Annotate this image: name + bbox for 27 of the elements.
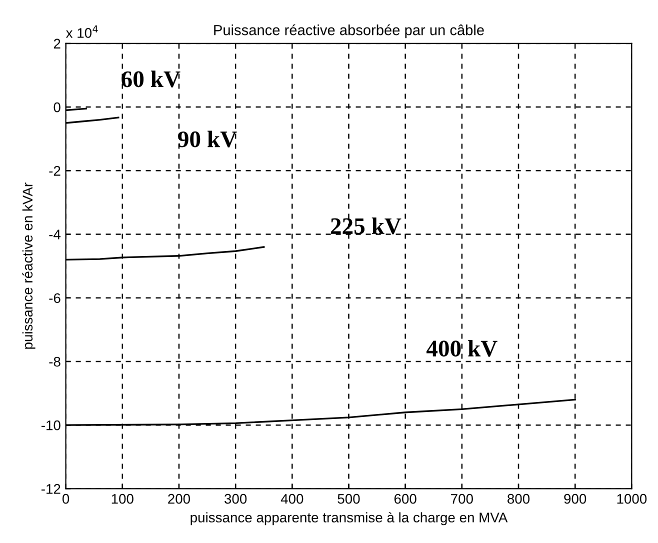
x-tick-label: 900	[564, 494, 586, 504]
y-tick-label: -8	[49, 356, 60, 367]
x-tick-label: 800	[508, 494, 530, 504]
x-tick-label: 400	[280, 494, 304, 504]
y-tick-label: -10	[41, 420, 60, 430]
x-tick-label: 600	[394, 494, 416, 504]
x-tick-label: 700	[451, 494, 473, 504]
annotation: 90 kV	[178, 130, 237, 148]
x-tick-label: 1000	[617, 494, 647, 504]
y-tick-label: -2	[49, 166, 60, 176]
x-tick-label: 0	[62, 494, 70, 504]
x-tick-label: 300	[224, 494, 247, 504]
y-tick-label: 2	[54, 38, 60, 48]
y-tick-label: -4	[49, 230, 61, 240]
x-axis-title: puissance apparente transmise à la charge en MVA	[190, 512, 508, 526]
y-axis-title: puissance réactive en kVAr	[22, 182, 36, 349]
text: x 10$^{4}$	[66, 25, 98, 38]
annotation: 400 kV	[426, 340, 498, 357]
annotation: 60 kV	[122, 70, 180, 88]
y-tick-label: -6	[49, 293, 60, 304]
annotation: 225 kV	[330, 218, 402, 234]
x-tick-label: 200	[168, 494, 190, 504]
x-tick-label: 500	[338, 494, 360, 504]
y-tick-label: -12	[41, 484, 60, 494]
x-tick-label: 100	[112, 494, 134, 504]
chart-title: Puissance réactive absorbée par un câble	[214, 24, 484, 38]
y-tick-label: 0	[54, 102, 60, 112]
